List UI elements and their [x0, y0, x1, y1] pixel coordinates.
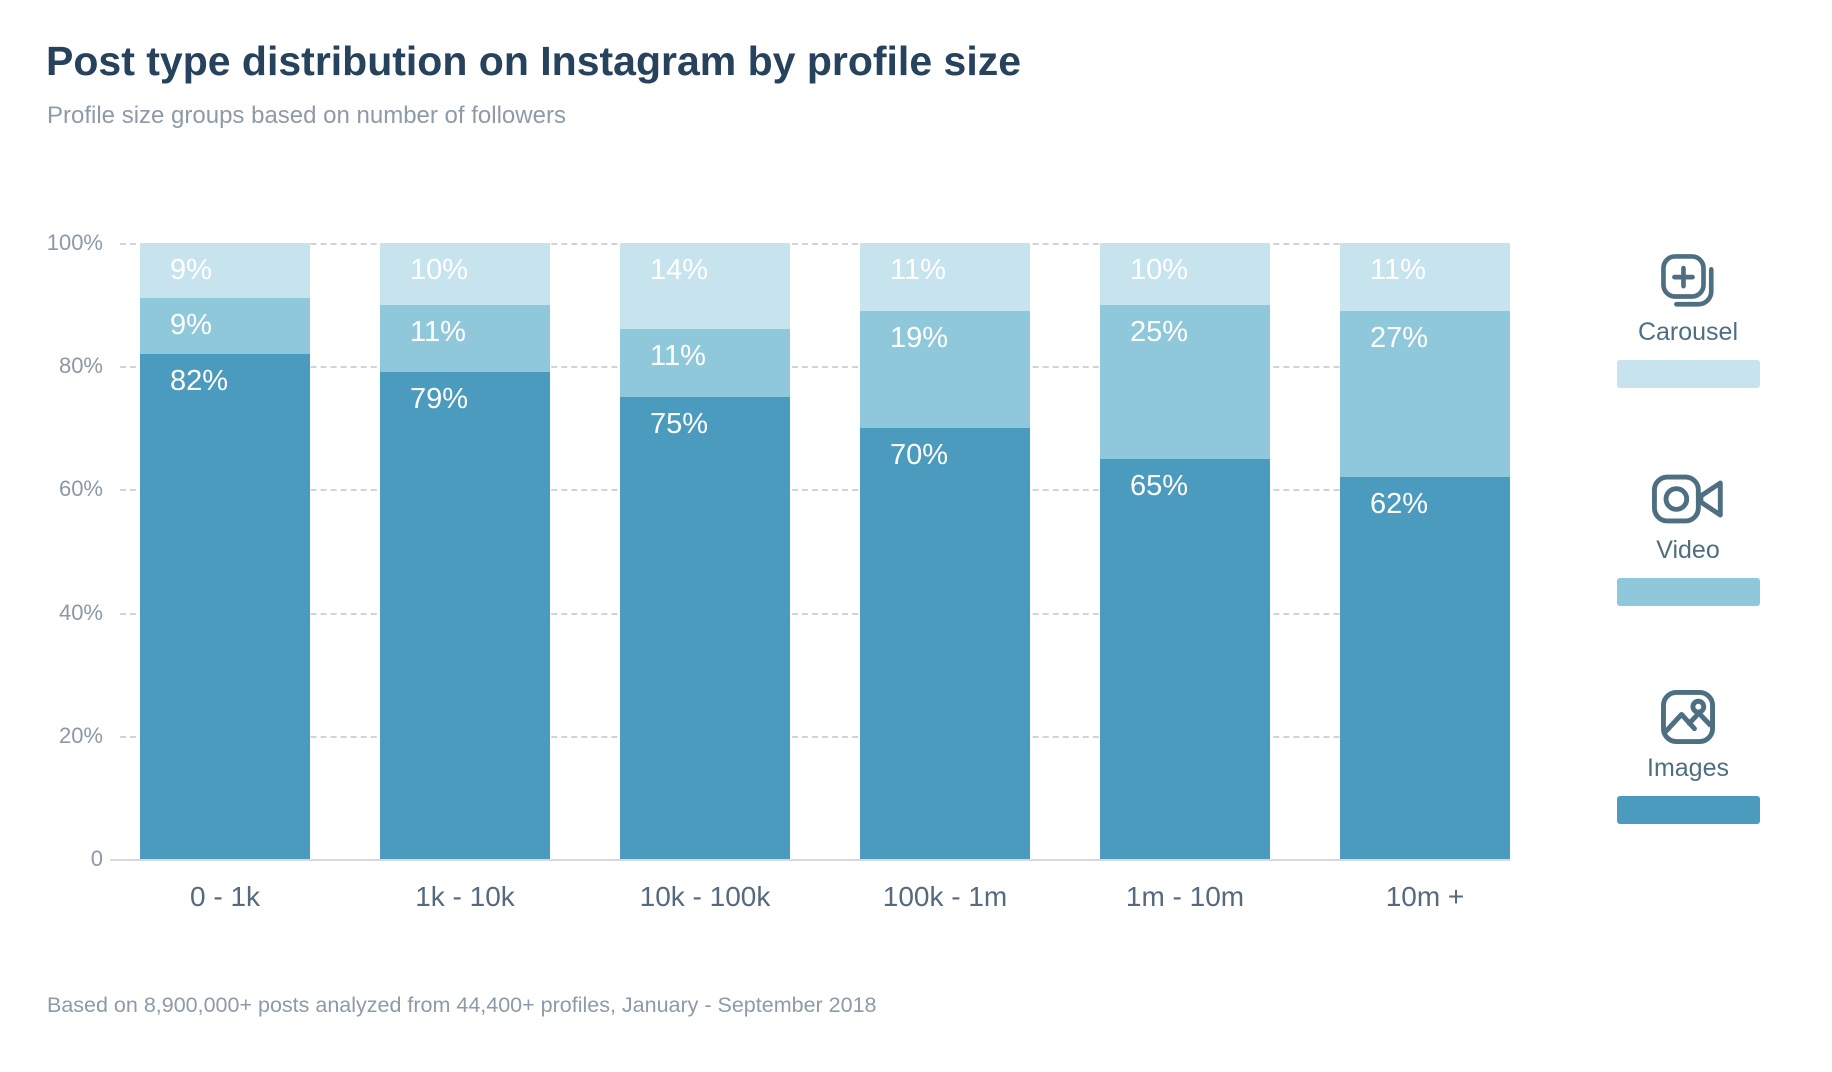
page-subtitle: Profile size groups based on number of f… [47, 102, 566, 129]
stacked-bar-chart: 82% 9% 9% 79% 11% 10% 75% 11% 14% 70% 19% 11% 65% 25%… [0, 231, 1832, 912]
bar-segment-video: 11% [380, 304, 550, 373]
bar-1k-10k: 79% 11% 10% [380, 243, 550, 859]
y-tick-label: 60% [58, 476, 103, 502]
bar-segment-label: 11% [650, 340, 706, 373]
x-category-label: 10m + [1385, 881, 1465, 912]
y-tick-label: 20% [58, 722, 103, 748]
chart-plot-area: 82% 9% 9% 79% 11% 10% 75% 11% 14% 70% 19% 11% 65% 25%… [110, 243, 1510, 861]
legend-swatch-video [1616, 578, 1760, 606]
legend-label-carousel: Carousel [1637, 318, 1739, 346]
legend-entry-video: Video [1616, 468, 1760, 606]
x-category-label: 1k - 10k [415, 881, 515, 912]
gridline [120, 735, 1510, 738]
bar-segment-label: 65% [1130, 469, 1189, 502]
bar-segment-video: 19% [860, 310, 1030, 428]
y-tick-label: 100% [46, 230, 103, 255]
bar-segment-video: 25% [1100, 304, 1270, 459]
legend-label-video: Video [1656, 536, 1720, 564]
bar-10k-100k: 75% 11% 14% [620, 243, 790, 859]
bar-segment-label: 10% [410, 254, 469, 287]
bar-segment-label: 11% [890, 254, 946, 287]
gridline [120, 366, 1510, 369]
bar-segment-carousel: 14% [620, 243, 790, 330]
images-icon [1657, 686, 1719, 748]
gridline [120, 489, 1510, 492]
bar-segment-images: 65% [1100, 458, 1270, 859]
bar-segment-label: 9% [170, 309, 212, 342]
gridline [120, 612, 1510, 615]
bar-segment-carousel: 10% [1100, 243, 1270, 305]
legend-swatch-carousel [1616, 360, 1760, 388]
carousel-icon [1657, 250, 1719, 312]
legend-label-images: Images [1647, 754, 1729, 782]
bar-segment-label: 25% [1130, 315, 1189, 348]
bar-segment-label: 14% [650, 254, 709, 287]
legend-swatch-images [1616, 796, 1760, 824]
bar-segment-images: 82% [140, 353, 310, 859]
video-icon [1648, 468, 1728, 530]
x-category-label: 0 - 1k [189, 881, 261, 912]
bar-segment-label: 11% [1370, 254, 1426, 287]
page-title: Post type distribution on Instagram by p… [46, 38, 1022, 84]
source-note: Based on 8,900,000+ posts analyzed from … [47, 993, 877, 1017]
x-category-label: 10k - 100k [639, 881, 771, 912]
bar-segment-carousel: 11% [860, 243, 1030, 311]
bar-segment-images: 75% [620, 397, 790, 859]
bar-segment-label: 79% [410, 383, 469, 416]
bar-segment-label: 11% [410, 315, 466, 348]
x-category-label: 1m - 10m [1125, 881, 1245, 912]
x-axis-line [110, 859, 1510, 861]
bar-segment-label: 62% [1370, 488, 1429, 521]
bar-segment-images: 79% [380, 372, 550, 859]
bar-segment-carousel: 9% [140, 243, 310, 299]
y-tick-label: 40% [58, 599, 103, 625]
bar-10m+: 62% 27% 11% [1340, 243, 1510, 859]
bar-segment-label: 10% [1130, 254, 1189, 287]
y-tick-label: 80% [58, 353, 103, 379]
bar-segment-video: 11% [620, 329, 790, 397]
chart-legend: Carousel Video [1607, 250, 1769, 904]
bar-segment-label: 70% [890, 438, 949, 471]
x-category-label: 100k - 1m [882, 881, 1008, 912]
bar-segment-label: 75% [650, 408, 709, 440]
bar-segment-images: 70% [860, 427, 1030, 859]
bar-segment-video: 9% [140, 298, 310, 354]
bar-1m-10m: 65% 25% 10% [1100, 243, 1270, 859]
bar-segment-label: 19% [890, 321, 949, 354]
bar-0-1k: 82% 9% 9% [140, 243, 310, 859]
bar-segment-label: 82% [170, 364, 229, 397]
bar-segment-carousel: 10% [380, 243, 550, 305]
y-tick-label: 0 [90, 846, 103, 871]
bar-segment-label: 9% [170, 254, 212, 287]
bar-segment-label: 27% [1370, 321, 1429, 354]
legend-entry-carousel: Carousel [1616, 250, 1760, 388]
bar-100k-1m: 70% 19% 11% [860, 243, 1030, 859]
bar-segment-carousel: 11% [1340, 243, 1510, 311]
gridline [120, 243, 1510, 245]
bar-segment-images: 62% [1340, 477, 1510, 859]
legend-entry-images: Images [1616, 686, 1760, 824]
bar-segment-video: 27% [1340, 310, 1510, 478]
